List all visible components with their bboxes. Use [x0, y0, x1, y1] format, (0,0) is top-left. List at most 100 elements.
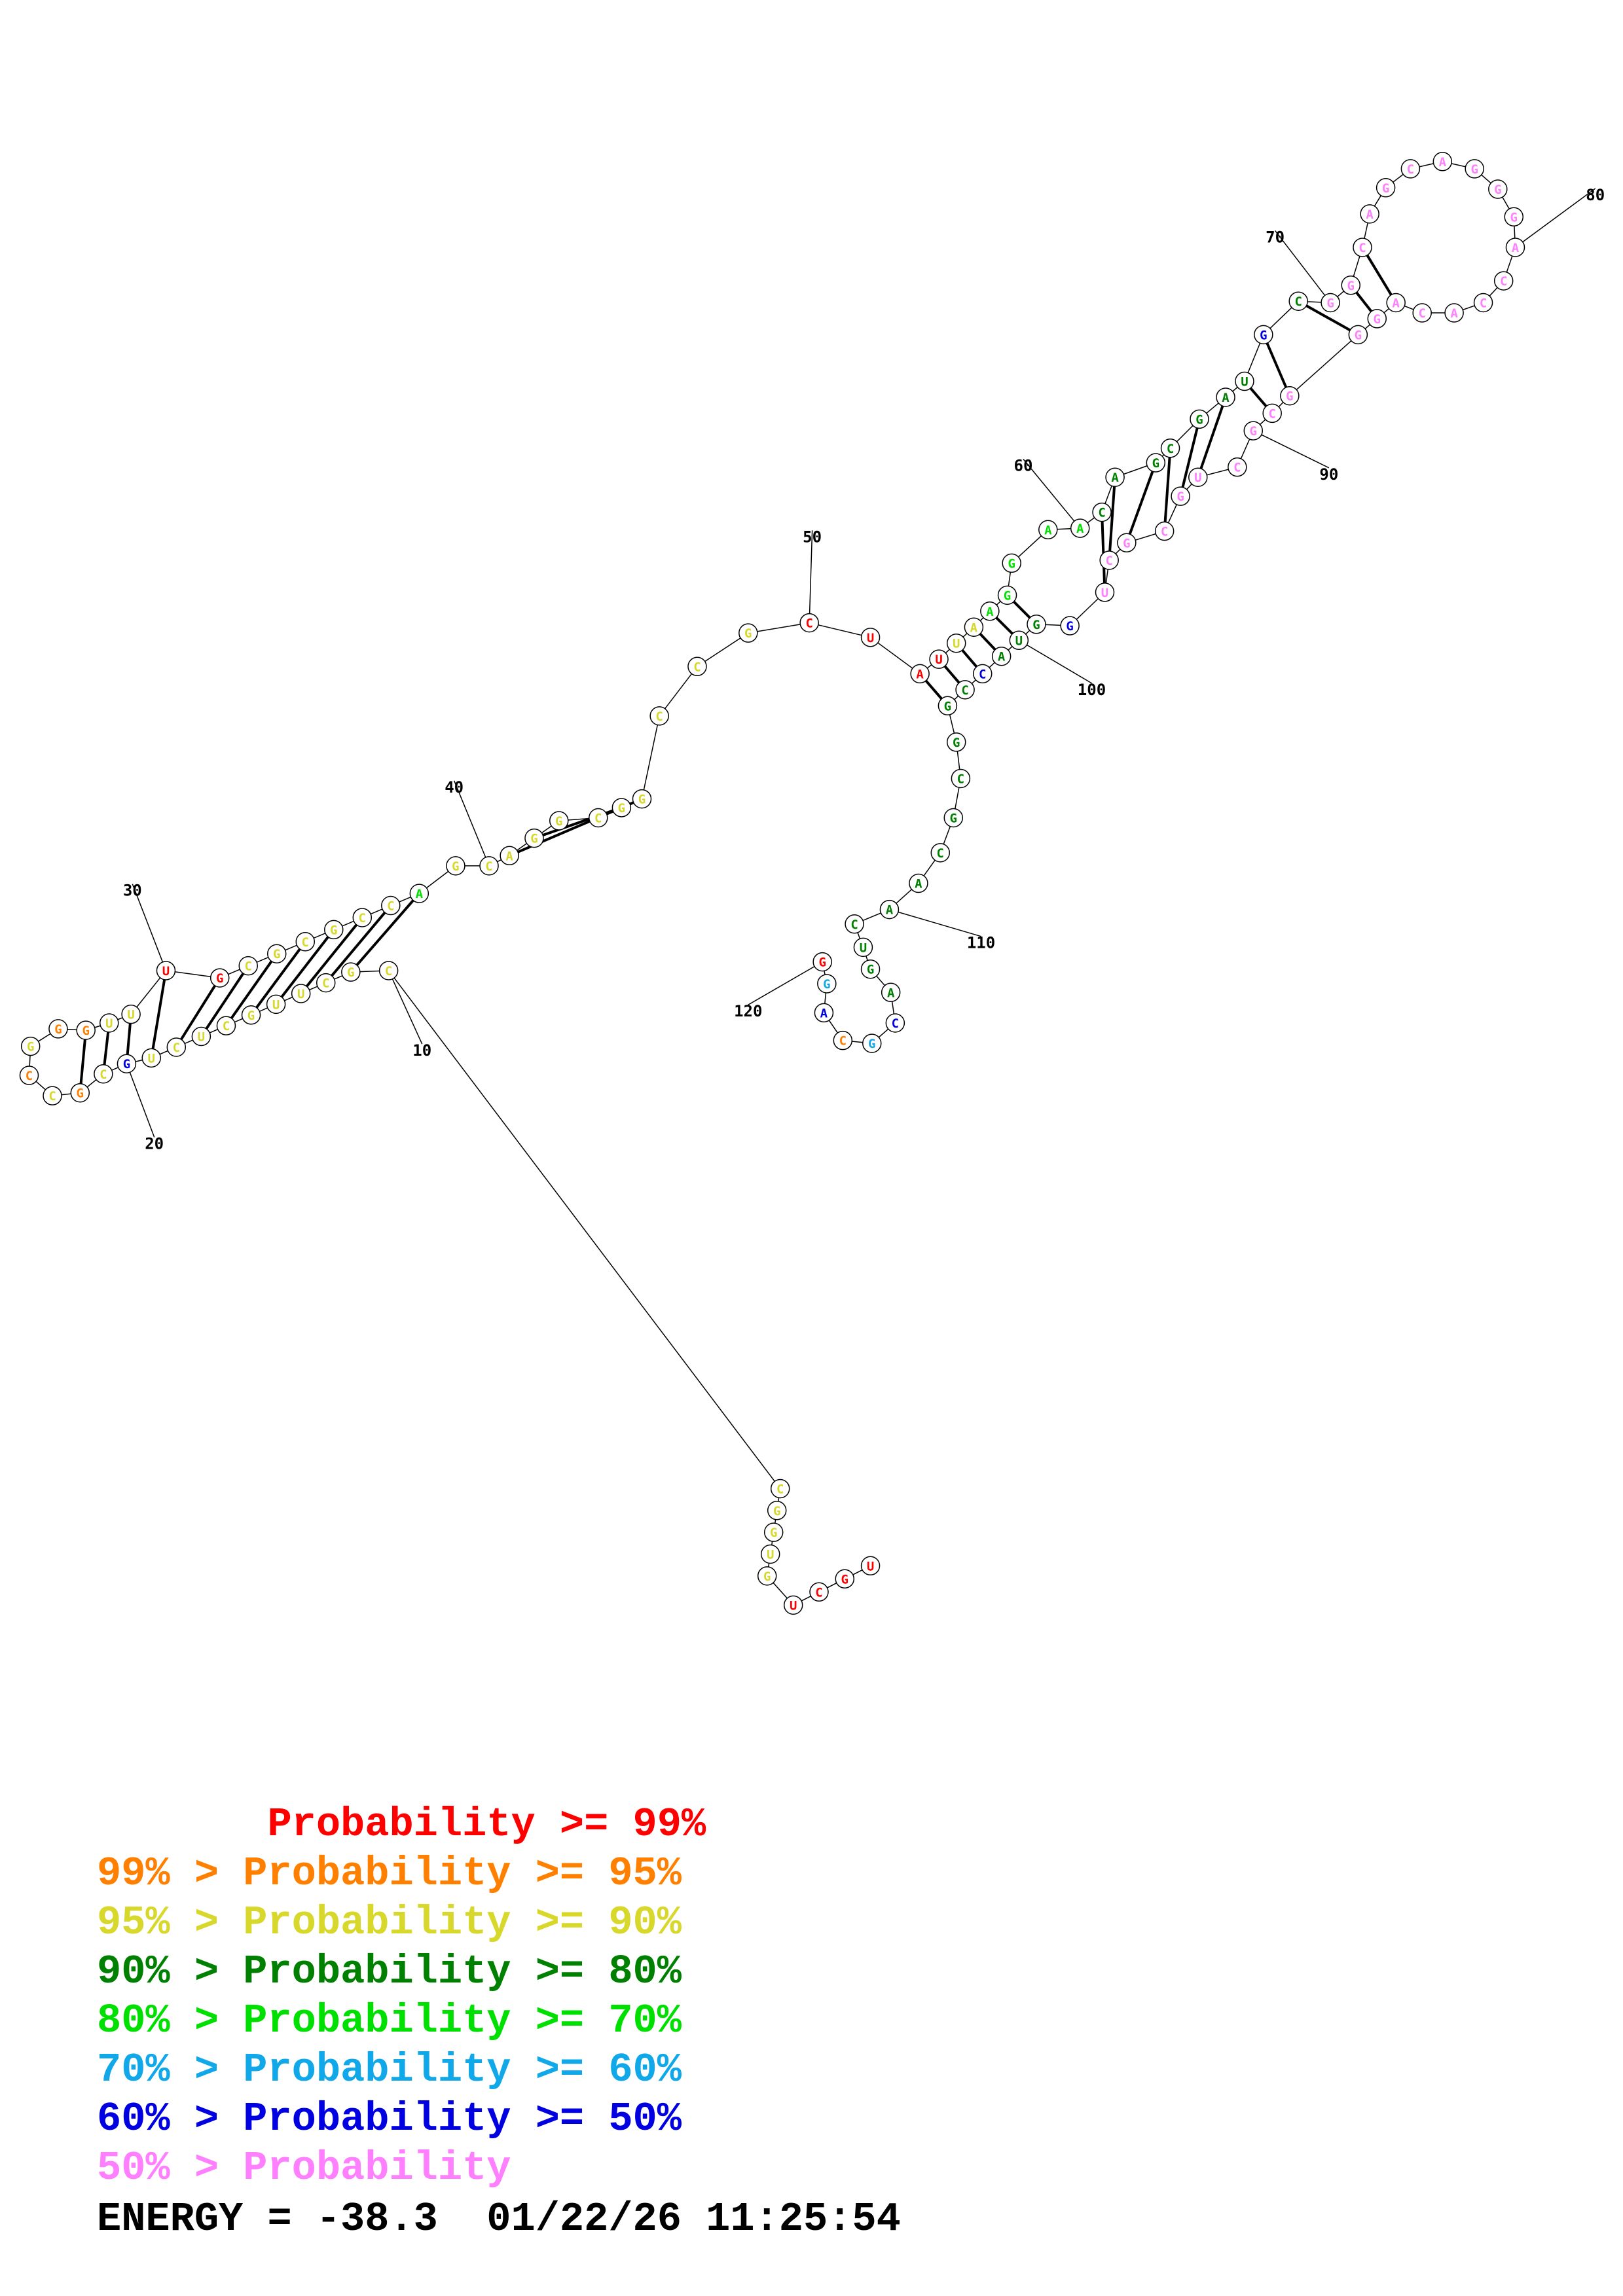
- nucleotide-letter: C: [805, 617, 812, 631]
- nucleotide-circle: [549, 811, 569, 831]
- nucleotide-circle: [43, 1086, 62, 1105]
- nucleotide-115: C: [885, 1013, 905, 1033]
- nucleotide-letter: G: [841, 1572, 848, 1587]
- nucleotide-letter: A: [1512, 241, 1520, 255]
- nucleotide-letter: U: [860, 941, 867, 955]
- base-pair-bond: [350, 892, 420, 973]
- nucleotide-letter: G: [27, 1040, 34, 1054]
- nucleotide-93: G: [1171, 486, 1190, 506]
- nucleotide-circle: [1400, 159, 1421, 179]
- backbone-link: [870, 637, 921, 675]
- nucleotide-69: C: [1288, 291, 1308, 311]
- nucleotide-44: C: [589, 808, 608, 828]
- nucleotide-letter: C: [1161, 525, 1168, 539]
- nucleotide-55: A: [964, 617, 984, 637]
- nucleotide-54: U: [946, 633, 966, 653]
- nucleotide-letter: C: [485, 859, 492, 874]
- nucleotide-letter: G: [744, 626, 752, 641]
- nucleotide-circle: [121, 1004, 141, 1024]
- nucleotide-circle: [1117, 533, 1137, 553]
- nucleotide-circle: [1360, 204, 1379, 224]
- nucleotide-circle: [879, 899, 900, 920]
- nucleotide-circle: [997, 585, 1017, 605]
- nucleotide-15: G: [241, 1005, 261, 1025]
- nucleotide-113: G: [860, 959, 881, 979]
- nucleotide-circle: [1190, 409, 1209, 429]
- nucleotide-circle: [1444, 303, 1464, 323]
- nucleotide-letter: C: [839, 1034, 847, 1049]
- energy-and-timestamp: ENERGY = -38.3 01/22/26 11:25:54: [97, 2196, 901, 2242]
- nucleotide-24: C: [19, 1066, 39, 1085]
- base-pair-bond: [175, 977, 221, 1049]
- nucleotide-76: A: [1432, 152, 1453, 171]
- nucleotide-72: C: [1353, 238, 1372, 257]
- nucleotide-101: A: [991, 646, 1012, 666]
- nucleotide-49: G: [739, 623, 758, 643]
- nucleotide-letter: C: [1167, 442, 1174, 456]
- nucleotide-circle: [500, 846, 519, 866]
- tick-line: [889, 908, 981, 937]
- nucleotide-circle: [378, 961, 399, 980]
- nucleotide-circle: [1235, 371, 1254, 391]
- nucleotide-circle: [1348, 325, 1368, 345]
- nucleotide-letter: U: [297, 987, 304, 1001]
- nucleotide-letter: U: [1101, 586, 1108, 600]
- nucleotide-83: A: [1444, 303, 1464, 323]
- nucleotide-letter: G: [1286, 389, 1293, 404]
- nucleotide-letter: G: [1250, 424, 1257, 439]
- tick-line: [1023, 458, 1081, 529]
- nucleotide-41: A: [500, 846, 519, 866]
- tick-label-20: 20: [145, 1135, 164, 1153]
- nucleotide-letter: C: [594, 812, 602, 826]
- tick-label-120: 120: [734, 1002, 762, 1020]
- nucleotide-letter: U: [1194, 471, 1201, 485]
- nucleotide-letter: C: [1407, 162, 1414, 177]
- nucleotide-letter: A: [915, 877, 922, 891]
- nucleotide-letter: G: [247, 1009, 255, 1023]
- nucleotide-circle: [991, 646, 1012, 666]
- nucleotide-108: C: [930, 843, 951, 863]
- nucleotide-letter: G: [1355, 328, 1362, 342]
- nucleotide-circle: [1099, 550, 1119, 570]
- nucleotide-circle: [1254, 325, 1273, 345]
- base-pair-bond: [1196, 397, 1227, 478]
- nucleotide-circle: [1243, 421, 1264, 440]
- nucleotide-90: G: [1243, 421, 1264, 440]
- nucleotide-circle: [352, 908, 373, 927]
- nucleotide-circle: [1262, 403, 1282, 423]
- nucleotide-45: G: [611, 798, 632, 817]
- nucleotide-circle: [760, 1544, 780, 1564]
- nucleotide-116: G: [862, 1033, 882, 1053]
- nucleotide-105: G: [946, 732, 966, 752]
- nucleotide-circle: [479, 856, 499, 876]
- nucleotide-circle: [929, 649, 949, 669]
- nucleotide-letter: G: [1176, 490, 1184, 504]
- nucleotide-circle: [739, 623, 758, 643]
- nucleotide-16: C: [216, 1016, 236, 1035]
- nucleotide-circle: [1353, 238, 1372, 257]
- nucleotide-81: C: [1493, 271, 1514, 291]
- tick-label-30: 30: [123, 882, 142, 900]
- nucleotide-circle: [783, 1595, 803, 1615]
- base-pair-bond: [1101, 512, 1106, 592]
- nucleotide-circle: [99, 1013, 119, 1033]
- nucleotide-75: C: [1400, 159, 1421, 179]
- nucleotide-34: C: [295, 932, 316, 952]
- tick-line: [453, 780, 490, 867]
- nucleotide-letter: C: [223, 1019, 230, 1033]
- nucleotide-78: G: [1488, 179, 1508, 199]
- nucleotide-circle: [1027, 615, 1046, 634]
- tick-line: [809, 530, 813, 623]
- nucleotide-circle: [955, 680, 975, 700]
- tick-label-70: 70: [1266, 228, 1285, 246]
- nucleotide-letter: A: [1076, 522, 1084, 536]
- nucleotide-5: G: [757, 1566, 777, 1586]
- tick-label-100: 100: [1078, 681, 1106, 699]
- nucleotide-73: A: [1360, 204, 1379, 224]
- nucleotide-circle: [951, 768, 971, 789]
- nucleotide-letter: C: [961, 683, 968, 698]
- nucleotide-65: G: [1190, 409, 1209, 429]
- nucleotide-letter: U: [953, 637, 960, 651]
- nucleotide-circle: [381, 895, 401, 916]
